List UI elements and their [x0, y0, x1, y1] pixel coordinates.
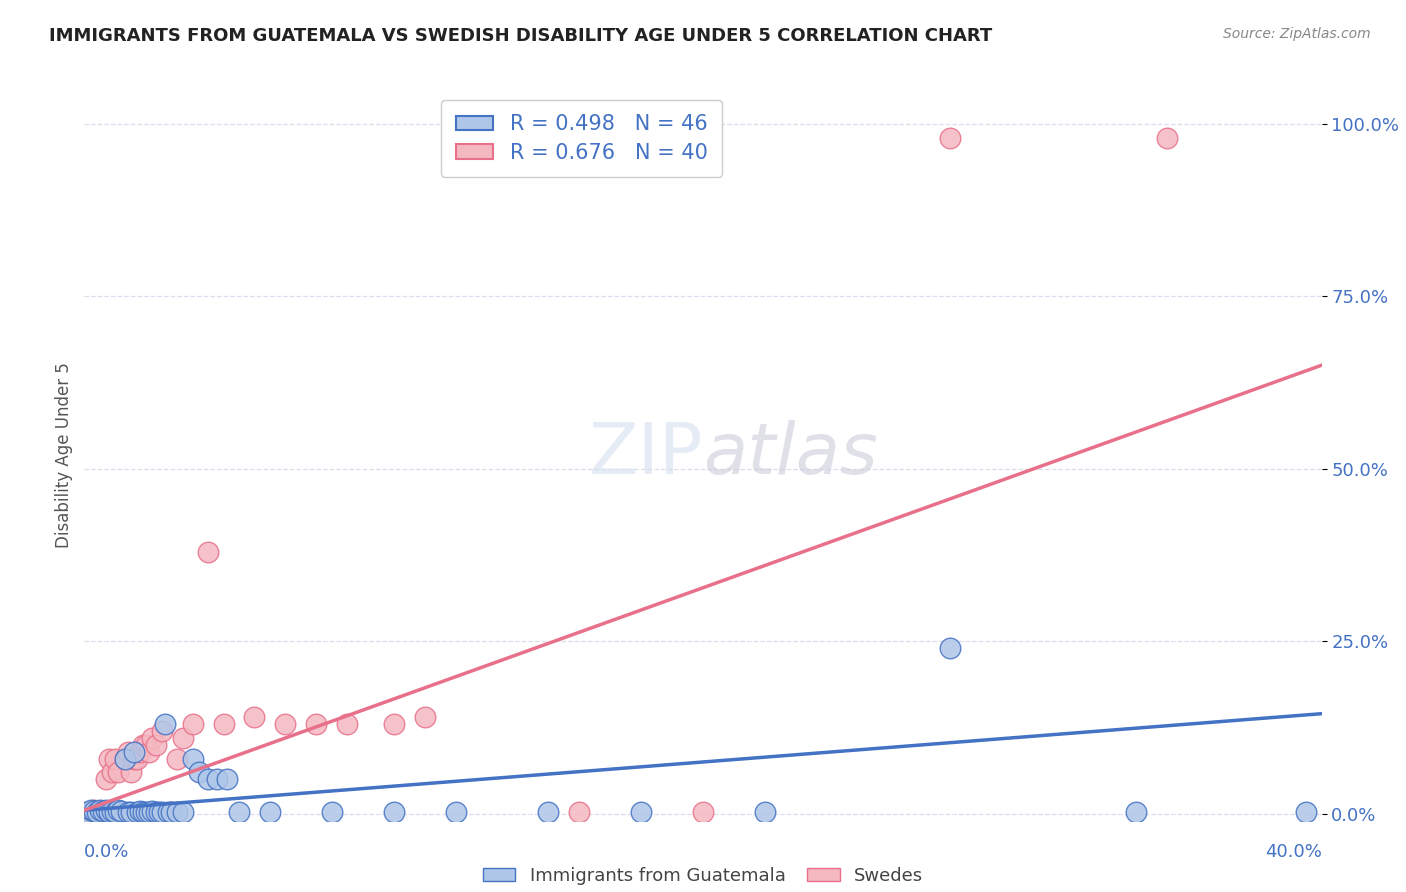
Text: Source: ZipAtlas.com: Source: ZipAtlas.com — [1223, 27, 1371, 41]
Point — [101, 765, 124, 780]
Point — [79, 804, 101, 818]
Point — [141, 804, 163, 818]
Text: 0.0%: 0.0% — [84, 843, 129, 861]
Point — [166, 751, 188, 765]
Point — [110, 805, 132, 819]
Point — [172, 805, 194, 819]
Point — [243, 710, 266, 724]
Point — [135, 805, 157, 819]
Point — [86, 805, 108, 819]
Point — [166, 805, 188, 819]
Point — [305, 717, 328, 731]
Point — [215, 772, 238, 787]
Point — [83, 804, 105, 818]
Point — [321, 805, 343, 819]
Point — [98, 751, 121, 765]
Point — [413, 710, 436, 724]
Point — [89, 803, 111, 817]
Point — [83, 803, 105, 817]
Point — [145, 805, 167, 819]
Point — [114, 751, 136, 765]
Point — [76, 805, 98, 819]
Point — [129, 804, 152, 818]
Point — [129, 745, 152, 759]
Point — [91, 805, 114, 819]
Point — [172, 731, 194, 745]
Point — [125, 805, 148, 819]
Point — [117, 745, 139, 759]
Point — [197, 544, 219, 558]
Point — [89, 804, 111, 818]
Point — [197, 772, 219, 787]
Point — [181, 751, 204, 765]
Point — [754, 805, 776, 819]
Point — [79, 803, 101, 817]
Point — [382, 805, 405, 819]
Point — [132, 738, 155, 752]
Point — [274, 717, 297, 731]
Text: IMMIGRANTS FROM GUATEMALA VS SWEDISH DISABILITY AGE UNDER 5 CORRELATION CHART: IMMIGRANTS FROM GUATEMALA VS SWEDISH DIS… — [49, 27, 993, 45]
Point — [939, 641, 962, 656]
Point — [86, 805, 108, 819]
Point — [107, 803, 129, 817]
Point — [98, 805, 121, 819]
Point — [107, 765, 129, 780]
Point — [110, 804, 132, 818]
Point — [212, 717, 235, 731]
Legend: Immigrants from Guatemala, Swedes: Immigrants from Guatemala, Swedes — [475, 860, 931, 892]
Point — [160, 805, 183, 819]
Point — [104, 751, 127, 765]
Text: atlas: atlas — [703, 420, 877, 490]
Point — [187, 765, 209, 780]
Point — [692, 805, 714, 819]
Point — [145, 738, 167, 752]
Point — [1295, 805, 1317, 819]
Point — [132, 805, 155, 819]
Point — [156, 805, 179, 819]
Point — [259, 805, 281, 819]
Point — [104, 805, 127, 819]
Point — [382, 717, 405, 731]
Point — [101, 804, 124, 818]
Point — [94, 803, 117, 817]
Point — [630, 805, 652, 819]
Point — [114, 751, 136, 765]
Point — [91, 804, 114, 818]
Point — [181, 717, 204, 731]
Point — [122, 745, 145, 759]
Point — [125, 751, 148, 765]
Point — [160, 805, 183, 819]
Point — [228, 805, 250, 819]
Point — [76, 805, 98, 819]
Point — [150, 723, 173, 738]
Point — [138, 805, 160, 819]
Y-axis label: Disability Age Under 5: Disability Age Under 5 — [55, 362, 73, 548]
Point — [120, 765, 142, 780]
Point — [207, 772, 229, 787]
Point — [135, 738, 157, 752]
Point — [122, 751, 145, 765]
Point — [120, 805, 142, 819]
Point — [138, 745, 160, 759]
Point — [1156, 130, 1178, 145]
Text: 40.0%: 40.0% — [1265, 843, 1322, 861]
Point — [568, 805, 591, 819]
Point — [153, 717, 176, 731]
Point — [94, 772, 117, 787]
Point — [939, 130, 962, 145]
Text: ZIP: ZIP — [589, 420, 703, 490]
Point — [148, 805, 170, 819]
Point — [444, 805, 467, 819]
Point — [1125, 805, 1147, 819]
Point — [537, 805, 560, 819]
Point — [117, 805, 139, 819]
Point — [150, 805, 173, 819]
Point — [141, 731, 163, 745]
Point — [336, 717, 359, 731]
